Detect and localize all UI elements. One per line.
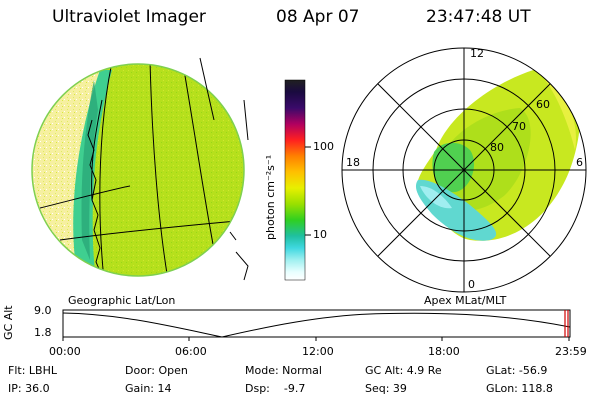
altitude-plot	[62, 309, 571, 341]
gc-alt-status: GC Alt: 4.9 Re	[365, 364, 442, 377]
mlat-60-label: 60	[536, 98, 550, 111]
geographic-caption: Geographic Lat/Lon	[68, 294, 176, 307]
ytick-bottom: 1.8	[34, 326, 52, 339]
colorbar-tick-100: 100	[313, 140, 334, 153]
glat-status: GLat: -56.9	[486, 364, 548, 377]
mlt-18-label: 18	[346, 156, 360, 169]
glon-status: GLon: 118.8	[486, 382, 553, 395]
apex-caption: Apex MLat/MLT	[424, 294, 507, 307]
colorbar	[284, 79, 306, 281]
mlt-6-label: 6	[576, 156, 583, 169]
mlt-12-label: 12	[470, 47, 484, 60]
ip-status: IP: 36.0	[8, 382, 50, 395]
mlat-70-label: 70	[512, 120, 526, 133]
polar-image	[341, 47, 587, 293]
xtick-2359: 23:59	[555, 345, 587, 358]
geographic-image	[32, 64, 244, 276]
xtick-1800: 18:00	[428, 345, 460, 358]
mode-status: Mode: Normal	[245, 364, 322, 377]
instrument-title: Ultraviolet Imager	[52, 7, 206, 27]
ytick-top: 9.0	[34, 304, 52, 317]
mlt-0-label: 0	[468, 278, 475, 291]
xtick-0600: 06:00	[175, 345, 207, 358]
colorbar-unit-label: photon cm⁻²s⁻¹	[264, 154, 277, 240]
door-status: Door: Open	[125, 364, 188, 377]
filter-status: Flt: LBHL	[8, 364, 57, 377]
date-label: 08 Apr 07	[276, 7, 360, 27]
xtick-1200: 12:00	[302, 345, 334, 358]
xtick-0000: 00:00	[49, 345, 81, 358]
mlat-80-label: 80	[490, 141, 504, 154]
dsp-status: Dsp: -9.7	[245, 382, 306, 395]
time-label: 23:47:48 UT	[426, 7, 531, 27]
gain-status: Gain: 14	[125, 382, 172, 395]
seq-status: Seq: 39	[365, 382, 407, 395]
colorbar-tick-10: 10	[313, 228, 327, 241]
gc-alt-axis-label: GC Alt	[2, 305, 15, 340]
